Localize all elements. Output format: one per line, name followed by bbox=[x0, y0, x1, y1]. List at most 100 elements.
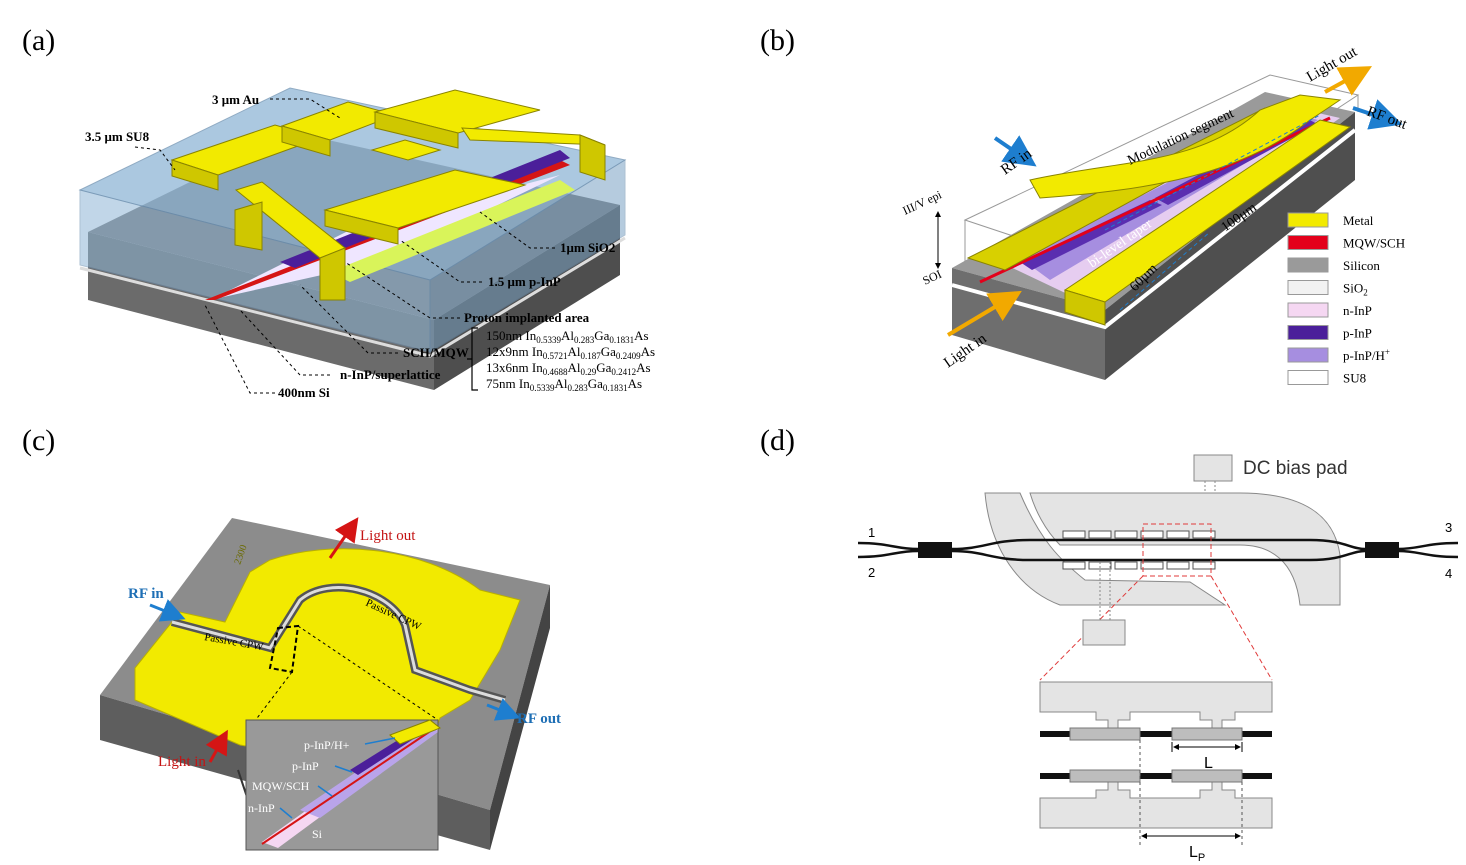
c-inset-mqw bbox=[261, 727, 436, 845]
d-segment-bottom bbox=[1166, 561, 1190, 570]
d-lower-pad bbox=[1082, 619, 1126, 646]
d-port1: 1 bbox=[868, 525, 875, 540]
c-rf-in: RF in bbox=[128, 586, 164, 602]
a-label-proton: Proton implanted area bbox=[464, 310, 590, 325]
a-leg-left-support bbox=[234, 201, 263, 251]
a-su8-side bbox=[429, 159, 626, 353]
b-legend-label: SU8 bbox=[1343, 371, 1366, 386]
b-metal-right-front bbox=[1064, 289, 1106, 326]
d-segment-bottom bbox=[1140, 561, 1164, 570]
d-detail-seg-2 bbox=[1171, 727, 1243, 741]
c-inset-metal bbox=[389, 719, 441, 745]
panel-d-tag: (d) bbox=[760, 424, 795, 457]
d-detail-seg-3 bbox=[1069, 769, 1141, 783]
a-label-si: 400nm Si bbox=[278, 385, 330, 400]
b-legend-swatch bbox=[1287, 370, 1329, 385]
d-port3: 3 bbox=[1445, 520, 1452, 535]
d-L-label: L bbox=[1204, 755, 1213, 772]
c-rf-in-arrow bbox=[149, 599, 186, 622]
a-stack-line: 13x6nm In0.4688Al0.29Ga0.2412As bbox=[486, 360, 651, 377]
c-rf-out: RF out bbox=[517, 711, 561, 727]
a-label-sch: SCH/MQW bbox=[403, 345, 469, 360]
a-label-sio2: 1μm SiO2 bbox=[560, 240, 615, 255]
b-legend-label: MQW/SCH bbox=[1343, 236, 1405, 251]
panel-c: (c) Light out RF in RF out Light in Pass… bbox=[22, 424, 561, 851]
a-sio2-line bbox=[79, 236, 626, 358]
panel-b-tag: (b) bbox=[760, 24, 795, 57]
panel-a: (a) bbox=[22, 24, 655, 400]
d-detail-seg-1 bbox=[1069, 727, 1141, 741]
a-pad-mid-front bbox=[281, 125, 331, 157]
d-port2: 2 bbox=[868, 565, 875, 580]
b-rf-in: RF in bbox=[998, 146, 1035, 179]
c-inset-si-label: Si bbox=[312, 827, 323, 841]
d-electrode-right bbox=[1029, 492, 1341, 606]
b-legend-label: Metal bbox=[1343, 213, 1374, 228]
c-light-in-arrow bbox=[205, 729, 228, 763]
c-inset-pinp-label: p-InP bbox=[292, 759, 319, 773]
d-segment-top bbox=[1140, 530, 1164, 539]
d-segment-bottom bbox=[1062, 561, 1086, 570]
b-legend-label: p-InP/H+ bbox=[1343, 347, 1390, 363]
a-stack-line: 150nm In0.5339Al0.283Ga0.1831As bbox=[486, 328, 649, 345]
a-frame-right-leg bbox=[579, 134, 606, 181]
d-mmi-left bbox=[918, 542, 952, 558]
c-inset-ninp-label: n-InP bbox=[248, 801, 275, 815]
c-rf-out-arrow bbox=[486, 698, 521, 721]
a-pad-small-top bbox=[370, 139, 442, 161]
b-dim100 bbox=[1104, 114, 1321, 231]
b-legend-label: p-InP bbox=[1343, 326, 1372, 341]
d-zoom-line2 bbox=[1210, 575, 1273, 681]
b-legend-swatch bbox=[1287, 280, 1329, 295]
b-rf-out: RF out bbox=[1365, 104, 1410, 133]
b-rf-in-arrow bbox=[993, 135, 1037, 167]
a-label-ninp: n-InP/superlattice bbox=[340, 367, 441, 382]
c-light-out: Light out bbox=[360, 528, 416, 544]
b-light-out-arrow bbox=[1324, 66, 1373, 96]
d-segment-top bbox=[1062, 530, 1086, 539]
b-legend: Metal MQW/SCH Silicon SiO2 n-InP p-InP p-InP/H… bbox=[1287, 212, 1405, 386]
panel-d: (d) DC bias pad 1 2 3 4 bbox=[760, 424, 1459, 864]
b-legend-swatch bbox=[1287, 325, 1329, 340]
d-zoom-box bbox=[1142, 523, 1212, 577]
b-legend-swatch bbox=[1287, 257, 1329, 273]
a-center-bar-front bbox=[324, 209, 399, 245]
b-legend-label: SiO2 bbox=[1343, 281, 1368, 298]
panel-b: (b) Light out RF out RF in M bbox=[760, 24, 1410, 386]
b-legend-swatch bbox=[1287, 302, 1329, 318]
b-soi: SOI bbox=[920, 267, 943, 288]
c-inset-pointers bbox=[279, 737, 396, 819]
a-stack-line: 75nm In0.5339Al0.283Ga0.1831As bbox=[486, 376, 642, 393]
d-detail-seg-4 bbox=[1171, 769, 1243, 783]
b-legend-label: Silicon bbox=[1343, 258, 1380, 273]
d-dc-pad bbox=[1193, 454, 1233, 482]
d-detail-top-electrode bbox=[1039, 681, 1273, 736]
d-port4: 4 bbox=[1445, 566, 1452, 581]
b-legend-swatch bbox=[1287, 235, 1329, 250]
c-cpw-inner bbox=[171, 586, 506, 702]
d-segment-top bbox=[1114, 530, 1138, 539]
d-segment-bottom bbox=[1192, 561, 1216, 570]
panel-a-tag: (a) bbox=[22, 24, 55, 57]
b-legend-swatch bbox=[1287, 212, 1329, 228]
b-legend-label: n-InP bbox=[1343, 303, 1372, 318]
d-detail-bottom-electrode bbox=[1039, 774, 1273, 829]
c-inset-mqw-label: MQW/SCH bbox=[252, 779, 310, 793]
a-implant-region bbox=[330, 180, 575, 282]
b-legend-swatch bbox=[1287, 347, 1329, 363]
c-zoom-line2 bbox=[297, 625, 439, 721]
a-brace bbox=[467, 327, 478, 391]
a-label-au: 3 μm Au bbox=[212, 92, 259, 107]
c-light-out-arrow bbox=[328, 517, 359, 559]
d-mmi-right bbox=[1365, 542, 1399, 558]
d-dc-label: DC bias pad bbox=[1243, 458, 1348, 479]
c-inset-pinph-label: p-InP/H+ bbox=[304, 738, 350, 752]
d-segment-top bbox=[1088, 530, 1112, 539]
d-segment-bottom bbox=[1114, 561, 1138, 570]
b-rf-out-arrow bbox=[1352, 99, 1403, 130]
a-leg-left-side bbox=[319, 247, 346, 301]
b-light-in-arrow bbox=[946, 290, 1022, 337]
a-leaders bbox=[134, 98, 555, 394]
